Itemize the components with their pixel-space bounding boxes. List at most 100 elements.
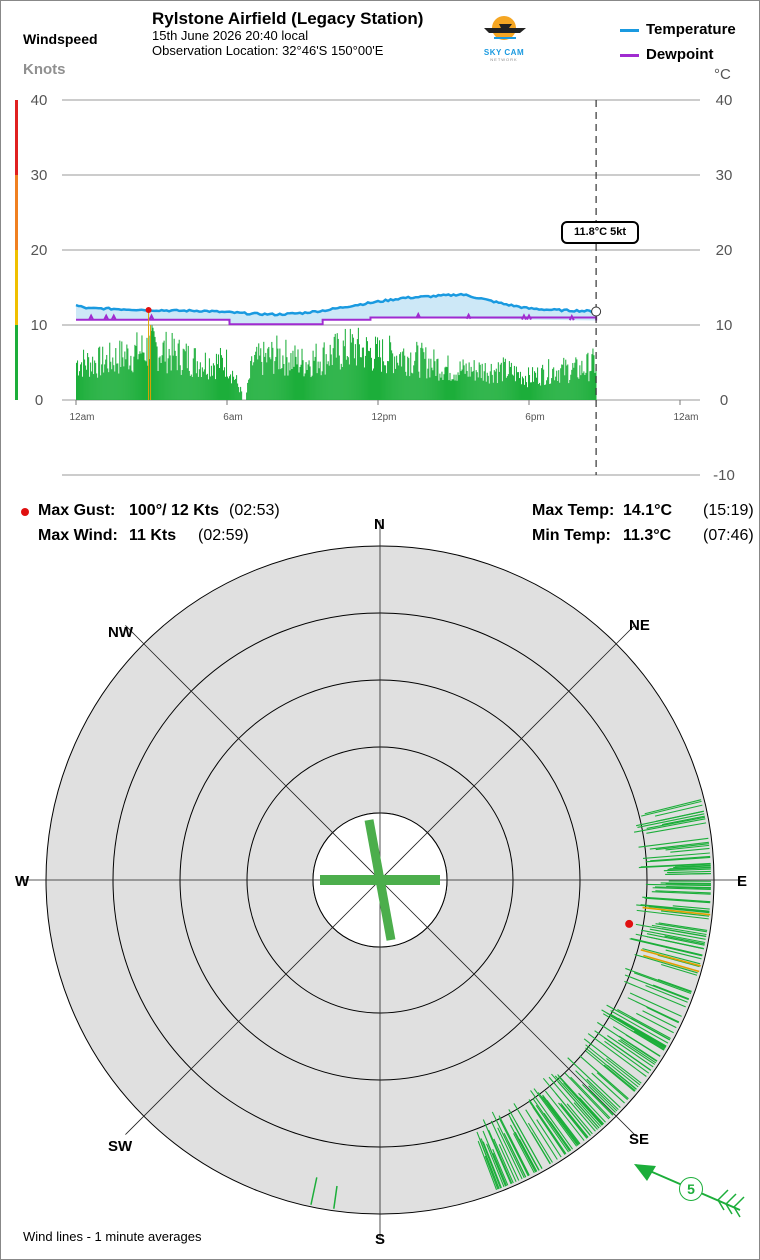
wind-bar	[388, 361, 390, 400]
wind-bar	[112, 357, 114, 400]
wind-direction-line	[655, 923, 707, 933]
axis-ticks: 0 10 20 30 40 -10 0 10 20 30 40 12am 6am 12pm 6pm 12am	[31, 92, 735, 484]
wind-direction-line	[651, 924, 707, 936]
wind-bar	[411, 372, 413, 400]
wind-direction-line	[578, 1092, 606, 1123]
wind-bar	[104, 364, 106, 400]
wind-direction-line	[536, 1119, 562, 1158]
wind-direction-line	[618, 1017, 667, 1047]
max-gust-value: 100°/ 12 Kts	[129, 502, 220, 519]
wind-direction-line	[634, 953, 698, 974]
wind-direction-line	[498, 1144, 517, 1182]
wind-bar	[200, 377, 202, 400]
wind-bar	[124, 351, 126, 400]
wind-direction-line	[542, 1095, 580, 1145]
wind-bar	[568, 383, 570, 400]
wind-bar	[155, 342, 157, 400]
wind-bar	[108, 372, 110, 400]
wind-bar	[551, 378, 553, 400]
current-wind-feather	[725, 1203, 733, 1215]
wind-bar	[372, 368, 375, 400]
wind-bar	[356, 339, 358, 400]
wind-bar	[220, 355, 223, 400]
wind-direction-line	[535, 1105, 569, 1153]
wind-bar	[394, 356, 396, 400]
wind-bar	[458, 375, 460, 400]
wind-bar	[100, 375, 102, 400]
wind-bar	[129, 365, 131, 400]
wind-bar	[512, 375, 514, 400]
wind-bar	[506, 376, 508, 400]
wind-direction-line	[588, 1085, 616, 1113]
wind-bar	[586, 354, 588, 400]
wind-bar	[533, 381, 535, 400]
wind-bar	[161, 355, 163, 400]
wind-bar	[572, 363, 574, 400]
wind-bar	[451, 379, 453, 400]
wind-bar	[588, 381, 590, 400]
wind-bar	[429, 377, 431, 400]
wind-direction-line	[573, 1102, 598, 1130]
legend-swatch-dewpoint	[620, 53, 639, 57]
wind-direction-line	[587, 1033, 647, 1077]
wind-bar	[285, 339, 287, 400]
current-wind-speed-badge: 5	[679, 1177, 703, 1201]
wind-bar	[353, 358, 355, 400]
wind-bar	[90, 362, 92, 400]
wind-bar	[172, 355, 174, 400]
scale-segment	[15, 250, 18, 325]
right-tick-label: 10	[716, 317, 733, 334]
wind-bar	[484, 363, 486, 400]
wind-bar	[251, 356, 253, 400]
compass-label-sw: SW	[108, 1138, 133, 1155]
max-temp-value: 14.1°C	[623, 502, 673, 519]
wind-bar	[424, 358, 426, 400]
wind-direction-line	[596, 1072, 628, 1101]
wind-bar	[88, 357, 90, 400]
wind-bar	[459, 361, 461, 400]
wind-bar	[326, 364, 328, 400]
wind-bar	[521, 376, 524, 400]
wind-bar	[558, 370, 560, 400]
wind-bar	[406, 375, 408, 400]
wind-direction-line	[546, 1103, 579, 1146]
wind-bar	[177, 343, 179, 400]
wind-direction-line	[641, 800, 702, 817]
wind-bar	[187, 345, 189, 400]
wind-direction-line	[542, 1094, 581, 1145]
wind-bar	[278, 369, 280, 400]
wind-direction-line	[497, 1127, 523, 1180]
wind-bar	[221, 357, 224, 400]
wind-bar	[205, 374, 207, 400]
wind-bar	[147, 365, 149, 400]
wind-bar	[252, 365, 254, 400]
wind-bar	[116, 363, 118, 400]
wind-bar	[146, 337, 148, 400]
wind-direction-line	[663, 868, 711, 872]
compass-label-ne: NE	[629, 617, 650, 634]
wind-bar	[369, 347, 371, 400]
cursor-point	[591, 306, 602, 317]
wind-bar	[576, 359, 578, 400]
wind-bar	[582, 373, 584, 400]
wind-bar	[523, 384, 526, 400]
wind-bar	[121, 341, 123, 400]
wind-bar	[213, 365, 215, 400]
wind-direction-line	[617, 1008, 671, 1039]
wind-bar	[447, 355, 449, 400]
wind-bar	[341, 367, 343, 400]
min-temp-time: (07:46)	[703, 527, 754, 544]
wind-bar	[227, 376, 229, 400]
wind-bar	[423, 352, 425, 400]
wind-bar	[491, 374, 493, 400]
wind-direction-line	[657, 978, 692, 992]
wind-direction-line	[480, 1138, 502, 1189]
wind-bar	[79, 371, 81, 400]
wind-bar	[390, 342, 392, 400]
wind-bar	[241, 391, 243, 400]
wind-direction-line	[645, 985, 688, 1003]
wind-direction-line	[519, 1134, 540, 1171]
wind-direction-line	[542, 1077, 591, 1136]
wind-bar	[139, 351, 141, 400]
wind-direction-line	[516, 1123, 543, 1169]
